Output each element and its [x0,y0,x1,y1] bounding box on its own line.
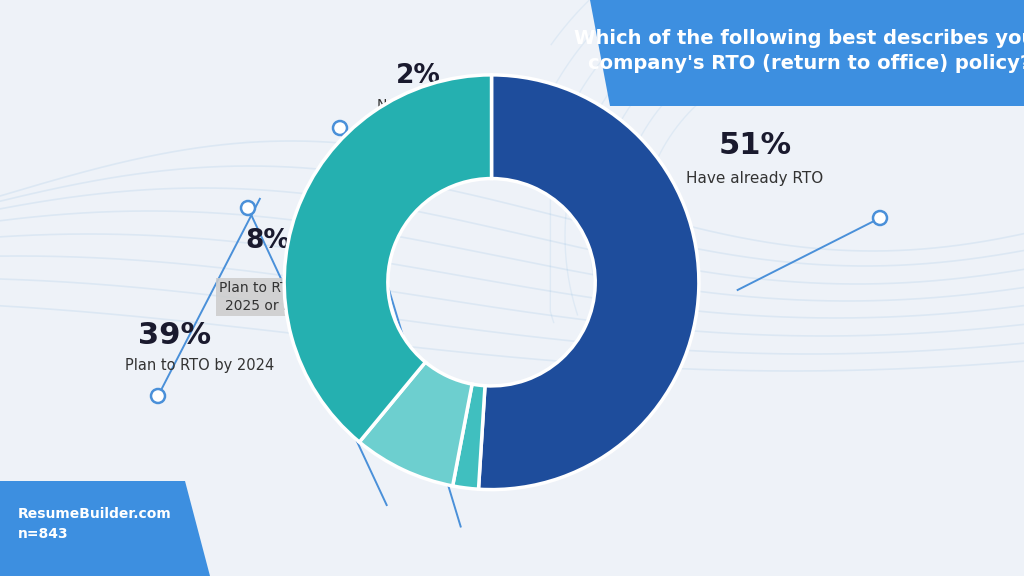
Text: 8%: 8% [246,228,291,254]
Text: Plan to RTO by 2024: Plan to RTO by 2024 [125,358,274,373]
Wedge shape [359,362,472,486]
Text: ResumeBuilder.com
n=843: ResumeBuilder.com n=843 [18,507,172,541]
Text: Have already RTO: Have already RTO [686,171,823,186]
Text: Which of the following best describes your
company's RTO (return to office) poli: Which of the following best describes yo… [574,29,1024,73]
Text: Plan to RTO by
2025 or later: Plan to RTO by 2025 or later [219,281,321,313]
Text: 39%: 39% [138,321,212,351]
Wedge shape [478,75,698,490]
Wedge shape [285,75,492,442]
Circle shape [333,121,347,135]
Polygon shape [0,481,210,576]
Text: Never plan to RTO: Never plan to RTO [377,98,504,112]
Circle shape [151,389,165,403]
Wedge shape [453,384,485,489]
Text: 2%: 2% [395,63,440,89]
Text: 51%: 51% [719,131,792,161]
Circle shape [241,201,255,215]
Polygon shape [590,0,1024,106]
Circle shape [873,211,887,225]
